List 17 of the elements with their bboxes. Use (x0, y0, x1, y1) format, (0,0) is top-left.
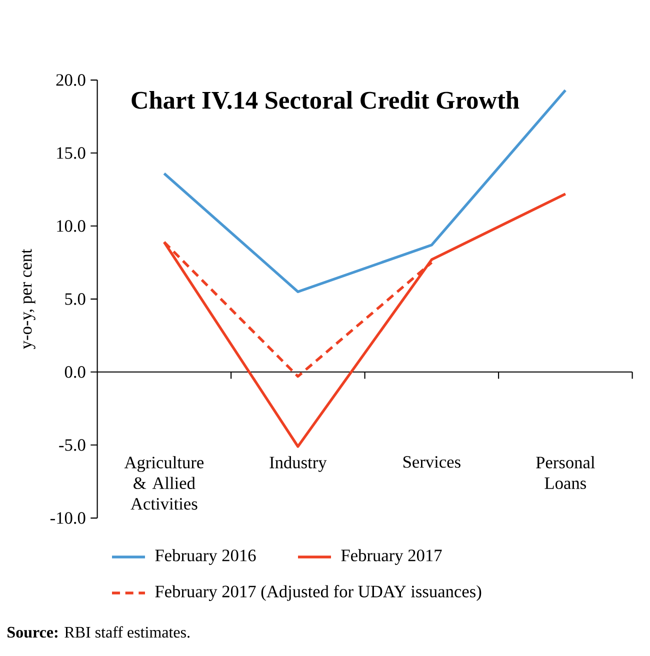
text: Source: RBI staff estimates. (8, 626, 190, 638)
y-tick-label: 0.0 (64, 366, 86, 378)
y-axis-title: y-o-y, per cent (22, 248, 36, 350)
y-tick-label: 10.0 (57, 220, 86, 232)
y-tick-label: 15.0 (57, 147, 86, 159)
chart-title: Chart IV.14 Sectoral Credit Growth (132, 91, 520, 109)
legend-label: February 2016 (155, 549, 256, 565)
x-tick-label: Personal Loans (536, 456, 595, 490)
legend-label: February 2017 (341, 549, 442, 565)
x-tick-label: Industry (270, 456, 327, 472)
y-tick-label: 20.0 (56, 74, 86, 86)
y-tick-label: -5.0 (59, 439, 86, 451)
y-tick-label: 5.0 (65, 293, 86, 305)
x-tick-label: Services (403, 456, 460, 468)
legend-label: February 2017 (Adjusted for UDAY issuances) (155, 585, 482, 601)
y-tick-label: -10.0 (50, 512, 86, 524)
x-tick-label: Agriculture & Allied Activities (124, 456, 204, 510)
